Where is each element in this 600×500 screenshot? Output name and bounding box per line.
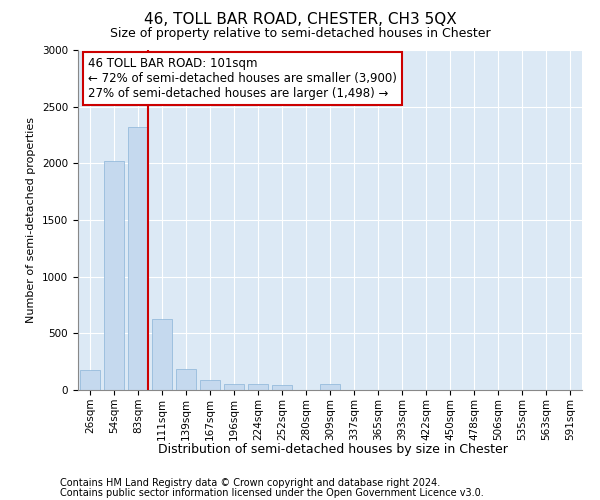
Bar: [80, 370, 100, 390]
Text: Contains public sector information licensed under the Open Government Licence v3: Contains public sector information licen…: [60, 488, 484, 498]
Bar: [200, 380, 220, 390]
Bar: [320, 384, 340, 390]
Text: 46 TOLL BAR ROAD: 101sqm
← 72% of semi-detached houses are smaller (3,900)
27% o: 46 TOLL BAR ROAD: 101sqm ← 72% of semi-d…: [88, 57, 397, 100]
Text: 46, TOLL BAR ROAD, CHESTER, CH3 5QX: 46, TOLL BAR ROAD, CHESTER, CH3 5QX: [143, 12, 457, 28]
Text: Contains HM Land Registry data © Crown copyright and database right 2024.: Contains HM Land Registry data © Crown c…: [60, 478, 440, 488]
Bar: [272, 385, 292, 390]
Y-axis label: Number of semi-detached properties: Number of semi-detached properties: [26, 117, 37, 323]
Bar: [104, 161, 124, 390]
Bar: [224, 384, 244, 390]
Text: Distribution of semi-detached houses by size in Chester: Distribution of semi-detached houses by …: [158, 442, 508, 456]
Text: Size of property relative to semi-detached houses in Chester: Size of property relative to semi-detach…: [110, 28, 490, 40]
Bar: [248, 384, 268, 390]
Bar: [128, 127, 148, 390]
Bar: [152, 319, 172, 390]
Bar: [176, 369, 196, 390]
